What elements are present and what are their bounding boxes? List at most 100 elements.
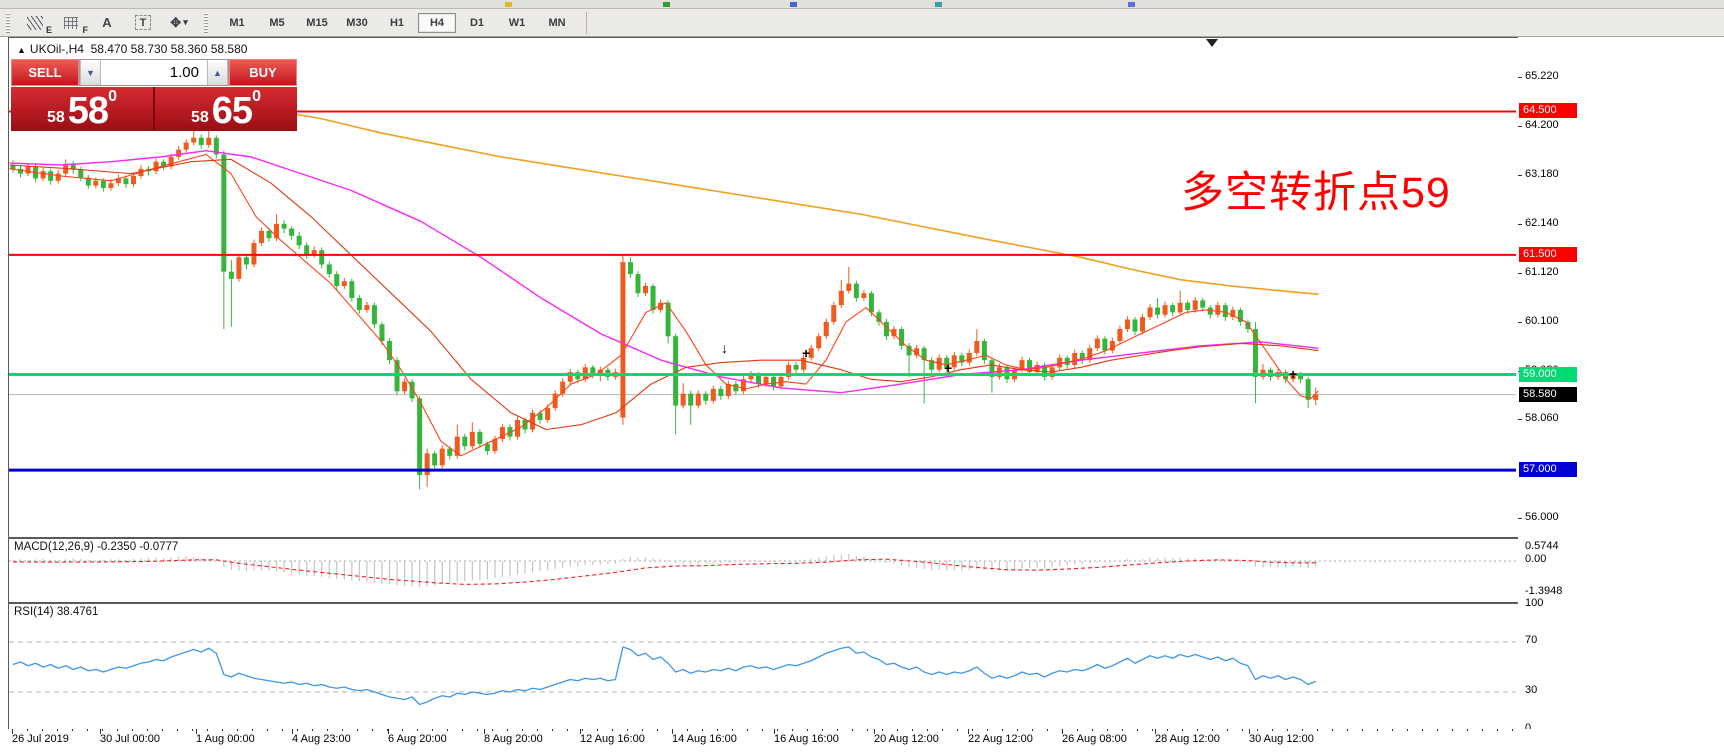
price-tick-label: 65.220 <box>1525 70 1559 82</box>
minor-time-tick <box>807 729 808 731</box>
minor-time-tick <box>507 729 508 731</box>
timeframe-H4[interactable]: H4 <box>418 12 456 33</box>
time-label: 6 Aug 20:00 <box>388 733 447 745</box>
bid-price[interactable]: 58 58 0 <box>11 87 153 131</box>
minor-time-tick <box>912 729 913 731</box>
minor-time-tick <box>282 729 283 731</box>
minor-time-tick <box>1272 729 1273 731</box>
time-tick <box>12 729 13 734</box>
minor-time-tick <box>1287 729 1288 731</box>
collapse-triangle-icon[interactable]: ▲ <box>17 45 26 55</box>
time-label: 12 Aug 16:00 <box>580 733 645 745</box>
minor-time-tick <box>1377 729 1378 731</box>
dropdown-caret-icon[interactable]: ▾ <box>183 17 188 27</box>
ask-price[interactable]: 58 65 0 <box>155 87 297 131</box>
elliott-wave-tool-icon[interactable]: E <box>24 14 52 35</box>
bid-pips: 58 <box>67 90 109 132</box>
time-label: 22 Aug 12:00 <box>968 733 1033 745</box>
time-tick <box>1062 729 1063 734</box>
time-tick <box>580 729 581 734</box>
minor-time-tick <box>762 729 763 731</box>
timeframe-W1[interactable]: W1 <box>508 16 526 29</box>
macd-indicator-panel[interactable]: MACD(12,26,9) -0.2350 -0.0777 <box>8 538 1519 603</box>
minor-time-tick <box>1392 729 1393 731</box>
ask-point: 0 <box>252 88 261 105</box>
price-tick <box>1518 174 1522 176</box>
minor-time-tick <box>72 729 73 731</box>
fibonacci-grid-tool-icon[interactable]: F <box>60 14 88 35</box>
time-tick <box>672 729 673 734</box>
caret-down-icon: ▼ <box>86 67 95 78</box>
minor-time-tick <box>1437 729 1438 731</box>
volume-increase-button[interactable]: ▲ <box>207 60 228 85</box>
minor-time-tick <box>1467 729 1468 731</box>
toolbar-button-fragment <box>663 2 670 7</box>
time-label: 4 Aug 23:00 <box>292 733 351 745</box>
minor-time-tick <box>1362 729 1363 731</box>
minor-time-tick <box>1317 729 1318 731</box>
toolbar-button-fragment <box>505 2 512 7</box>
macd-axis-label: 0.5744 <box>1525 539 1559 552</box>
toolbar-grip[interactable] <box>204 12 208 33</box>
trade-cross-marker: + <box>1289 366 1298 382</box>
clipped-upper-toolbar <box>0 0 1724 9</box>
time-tick <box>484 729 485 734</box>
minor-time-tick <box>42 729 43 731</box>
tool-letter-badge: E <box>45 24 52 35</box>
price-level-badge: 61.500 <box>1519 246 1577 262</box>
volume-decrease-button[interactable]: ▼ <box>80 60 101 85</box>
arrow-down-marker: ↓ <box>721 340 728 356</box>
minor-time-tick <box>987 729 988 731</box>
rsi-indicator-panel[interactable]: RSI(14) 38.4761 <box>8 603 1519 730</box>
trade-cross-marker: + <box>802 345 811 361</box>
minor-time-tick <box>267 729 268 731</box>
chart-shift-marker-icon[interactable] <box>1206 39 1218 47</box>
price-tick-label: 63.180 <box>1525 167 1559 180</box>
time-tick <box>1155 729 1156 734</box>
toolbar-separator <box>586 11 587 34</box>
minor-time-tick <box>102 729 103 731</box>
minor-time-tick <box>1482 729 1483 731</box>
label-tool-icon[interactable]: T <box>132 14 154 32</box>
minor-time-tick <box>162 729 163 731</box>
minor-time-tick <box>1227 729 1228 731</box>
minor-time-tick <box>612 729 613 731</box>
minor-time-tick <box>1422 729 1423 731</box>
minor-time-tick <box>87 729 88 731</box>
price-axis[interactable]: 65.220 64.200 63.180 62.140 61.120 60.100 59.0… <box>1518 37 1724 734</box>
minor-time-tick <box>537 729 538 731</box>
current-price-badge: 58.580 <box>1519 386 1577 402</box>
minor-time-tick <box>57 729 58 731</box>
minor-time-tick <box>1032 729 1033 731</box>
minor-time-tick <box>837 729 838 731</box>
timeframe-M1[interactable]: M1 <box>229 16 245 29</box>
timeframe-M30[interactable]: M30 <box>346 16 368 29</box>
time-axis[interactable]: 26 Jul 2019 30 Jul 00:00 1 Aug 00:00 4 Aug … <box>0 729 1724 753</box>
timeframe-H1[interactable]: H1 <box>389 16 405 29</box>
timeframe-D1[interactable]: D1 <box>469 16 485 29</box>
timeframe-M15[interactable]: M15 <box>306 16 328 29</box>
volume-input[interactable] <box>101 60 207 85</box>
buy-button[interactable]: BUY <box>229 59 297 86</box>
minor-time-tick <box>852 729 853 731</box>
elliott-wave-tool-icon <box>27 15 43 30</box>
minor-time-tick <box>597 729 598 731</box>
timeframe-M5[interactable]: M5 <box>269 16 285 29</box>
minor-time-tick <box>957 729 958 731</box>
arrows-tool-icon[interactable]: ✥ ▾ <box>170 14 188 30</box>
minor-time-tick <box>1167 729 1168 731</box>
toolbar-grip[interactable] <box>6 12 10 33</box>
price-chart-canvas[interactable]: ▲ UKOil-,H4 58.470 58.730 58.360 58.580 S… <box>8 37 1519 538</box>
price-tick-label: 62.140 <box>1525 217 1559 230</box>
caret-up-icon: ▲ <box>213 67 222 78</box>
macd-axis-label: -1.3948 <box>1525 584 1563 597</box>
time-tick <box>1249 729 1250 734</box>
sell-button[interactable]: SELL <box>11 59 79 86</box>
macd-label: MACD(12,26,9) -0.2350 -0.0777 <box>14 541 179 553</box>
minor-time-tick <box>462 729 463 731</box>
text-tool-icon[interactable]: A <box>102 15 112 30</box>
minor-time-tick <box>897 729 898 731</box>
timeframe-MN[interactable]: MN <box>548 16 566 29</box>
timeframe-buttons-group: M1 M5 M15 M30 H1 H4 D1 W1 MN <box>218 12 576 33</box>
